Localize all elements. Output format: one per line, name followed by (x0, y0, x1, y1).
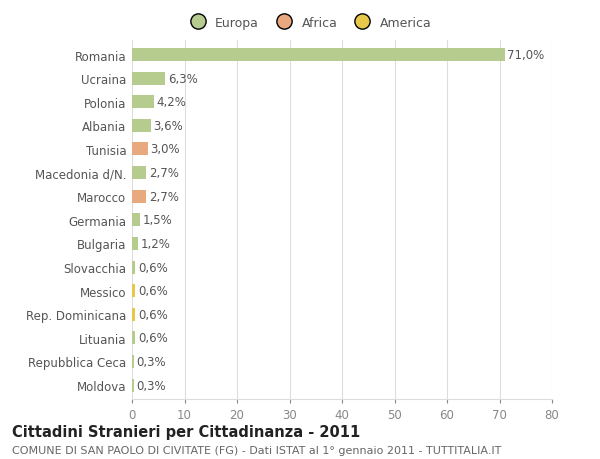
Bar (132, 261, 135, 274)
Text: Cittadini Stranieri per Cittadinanza - 2011: Cittadini Stranieri per Cittadinanza - 2… (12, 425, 360, 440)
Bar (132, 237, 139, 250)
Text: 71,0%: 71,0% (508, 49, 545, 62)
Text: 1,2%: 1,2% (141, 237, 171, 250)
Bar (132, 120, 151, 133)
Legend: Europa, Africa, America: Europa, Africa, America (180, 12, 437, 35)
Bar (132, 190, 146, 203)
Bar (132, 96, 154, 109)
Text: 0,6%: 0,6% (138, 261, 167, 274)
Bar (132, 214, 140, 227)
Text: 4,2%: 4,2% (157, 96, 187, 109)
Text: 2,7%: 2,7% (149, 167, 179, 179)
Bar (132, 49, 505, 62)
Text: 3,6%: 3,6% (154, 120, 183, 133)
Text: 1,5%: 1,5% (143, 214, 172, 227)
Text: 3,0%: 3,0% (151, 143, 180, 156)
Text: 2,7%: 2,7% (149, 190, 179, 203)
Bar (132, 331, 135, 345)
Bar (132, 355, 134, 368)
Text: 0,6%: 0,6% (138, 285, 167, 297)
Text: 0,6%: 0,6% (138, 308, 167, 321)
Bar (132, 308, 135, 321)
Bar (132, 167, 146, 179)
Bar (132, 379, 134, 392)
Text: 0,3%: 0,3% (136, 379, 166, 392)
Bar (132, 143, 148, 156)
Text: 0,6%: 0,6% (138, 331, 167, 345)
Bar (132, 285, 135, 297)
Text: 0,3%: 0,3% (136, 355, 166, 368)
Bar (132, 73, 165, 85)
Text: COMUNE DI SAN PAOLO DI CIVITATE (FG) - Dati ISTAT al 1° gennaio 2011 - TUTTITALI: COMUNE DI SAN PAOLO DI CIVITATE (FG) - D… (12, 445, 502, 455)
Text: 6,3%: 6,3% (168, 73, 197, 85)
